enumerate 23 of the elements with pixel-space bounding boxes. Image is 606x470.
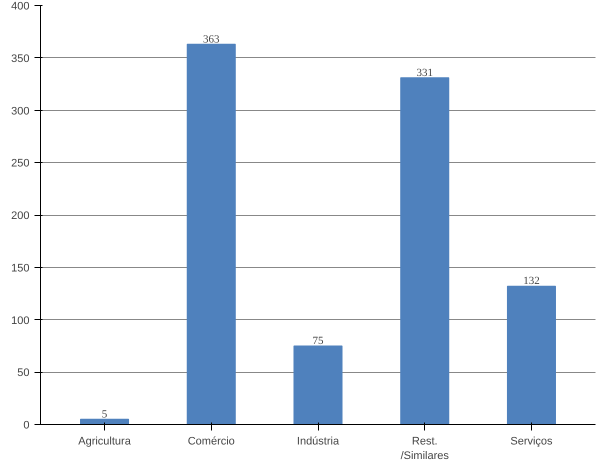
data-label: 5	[102, 408, 108, 420]
y-tick-label: 200	[11, 210, 30, 222]
bar	[186, 44, 236, 424]
x-tick-label: Comércio	[188, 436, 235, 448]
y-tick-label: 100	[11, 314, 30, 327]
data-label: 132	[523, 275, 540, 288]
x-tick-label: Agricultura	[78, 436, 132, 448]
x-tick-label: Serviços	[510, 436, 554, 448]
y-tick-label: 350	[11, 52, 30, 65]
bar	[293, 345, 343, 424]
y-tick-label: 300	[11, 105, 30, 118]
y-tick-label: 0	[23, 420, 30, 432]
data-label: 75	[312, 334, 324, 347]
y-tick-label: 250	[11, 158, 30, 170]
x-tick-label: Rest. /Similares	[400, 436, 450, 462]
y-tick-label: 400	[11, 0, 30, 12]
y-tick-label: 150	[11, 262, 30, 274]
bar	[400, 77, 450, 424]
bar	[506, 286, 556, 424]
data-label: 363	[203, 33, 220, 46]
y-tick-label: 50	[17, 367, 30, 380]
data-label: 331	[416, 66, 433, 79]
x-tick-label: Indústria	[296, 436, 340, 448]
